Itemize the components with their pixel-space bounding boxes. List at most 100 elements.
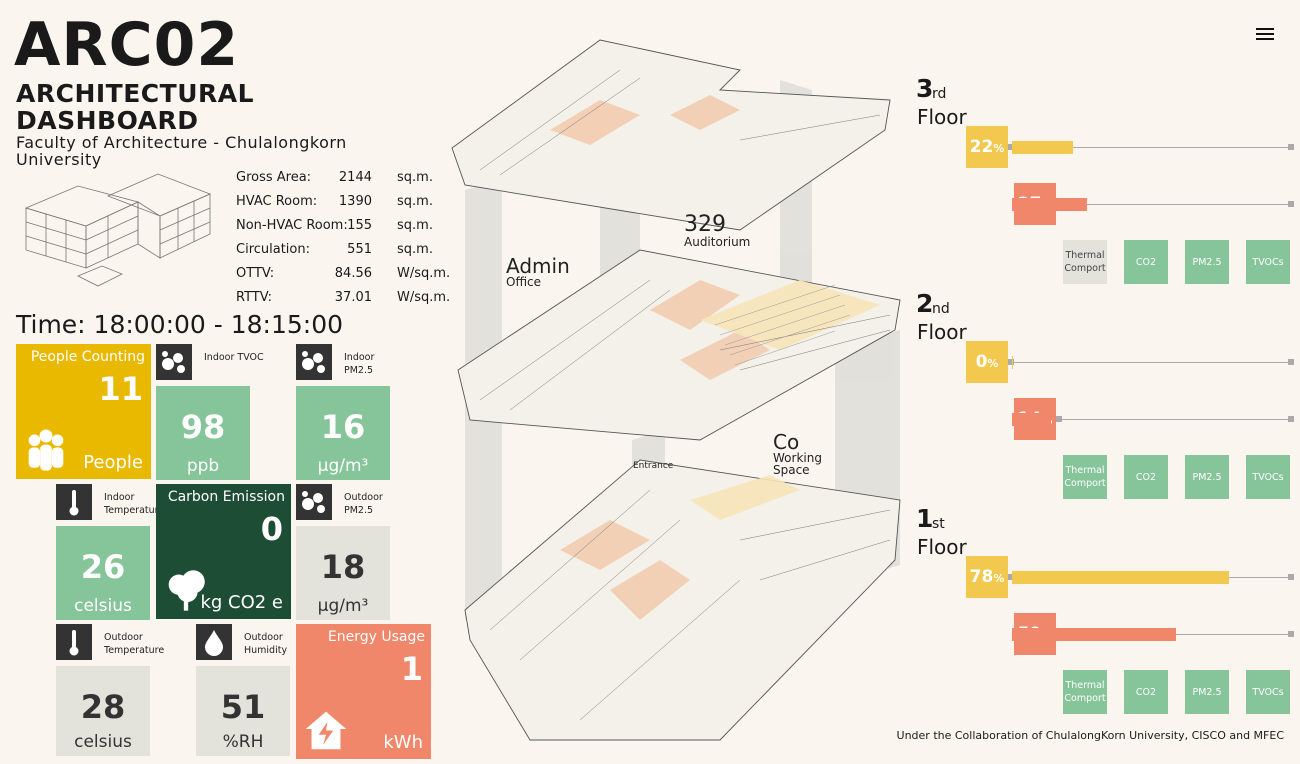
plan-label-sub: Working Space <box>773 451 822 477</box>
floor-word: Floor <box>917 105 967 129</box>
plan-label-sub: Auditorium <box>684 235 751 249</box>
metric-value: 22 <box>969 137 994 157</box>
metric-track <box>1056 204 1290 205</box>
plan-label-sub: Entrance <box>633 461 674 471</box>
track-start <box>1008 144 1014 150</box>
floor-word: Floor <box>917 320 967 344</box>
percent-sign: % <box>993 142 1005 155</box>
tile-label: Indoor PM2.5 <box>344 352 375 376</box>
footer: Under the Collaboration of ChulalongKorn… <box>896 729 1284 742</box>
metric-tile: Energy Usage 1 kWh <box>296 624 431 759</box>
floor-button[interactable]: PM2.5 <box>1185 670 1229 714</box>
stat-unit: sq.m. <box>397 170 433 185</box>
icon-box <box>56 484 92 520</box>
stat-unit: sq.m. <box>397 218 433 233</box>
metric-badge: 78% <box>966 556 1008 598</box>
icon-box <box>56 624 92 660</box>
percent-sign: % <box>987 357 999 370</box>
tile-icon-wrap <box>160 563 212 615</box>
plan-label-title: Admin <box>506 254 570 278</box>
stat-row: RTTV: 37.01 W/sq.m. <box>236 290 450 310</box>
tile-unit: celsius <box>74 596 132 616</box>
metric-tile: 26 celsius <box>56 526 150 620</box>
tile-unit: kg CO2 e <box>200 592 283 613</box>
tile-label: People Counting <box>30 349 145 365</box>
stat-label: OTTV: <box>236 266 275 281</box>
tile-unit: ppb <box>186 456 220 476</box>
title: ARC02 <box>14 10 240 80</box>
floor-button[interactable]: CO2 <box>1124 670 1168 714</box>
tile-label: Indoor Temperature <box>104 492 165 516</box>
tile-icon <box>162 351 185 373</box>
stat-label: HVAC Room: <box>236 194 318 209</box>
organization: Faculty of Architecture - Chulalongkorn … <box>16 133 347 169</box>
floor-suffix: rd <box>932 86 947 102</box>
tile-icon <box>69 630 79 656</box>
subtitle: ARCHITECTURAL DASHBOARD <box>16 79 255 135</box>
metric-value: 78 <box>969 567 994 587</box>
floor-button[interactable]: TVOCs <box>1246 455 1290 499</box>
tile-icon <box>69 490 79 516</box>
stat-value: 2144 <box>338 170 372 185</box>
tile-icon-wrap <box>300 703 352 755</box>
floor-number: 3 <box>916 74 934 103</box>
track-start <box>1056 416 1062 422</box>
floor-button[interactable]: PM2.5 <box>1185 240 1229 284</box>
stat-value: 155 <box>347 218 372 233</box>
metric-track <box>1008 147 1290 148</box>
stat-row: HVAC Room: 1390 sq.m. <box>236 194 446 214</box>
floor-button[interactable]: PM2.5 <box>1185 455 1229 499</box>
track-end <box>1288 416 1294 422</box>
metric-value: 0 <box>975 352 988 372</box>
tile-unit: kWh <box>383 732 423 753</box>
tile-label: Carbon Emission <box>167 489 285 505</box>
tile-value: 1 <box>400 650 423 688</box>
tile-value: 11 <box>98 370 143 408</box>
metric-tile: 28 celsius <box>56 666 150 756</box>
stat-row: Circulation: 551 sq.m. <box>236 242 446 262</box>
tile-value: 18 <box>320 548 366 586</box>
tile-unit: µg/m³ <box>317 456 369 476</box>
stat-unit: W/sq.m. <box>397 290 451 305</box>
tile-icon <box>168 570 205 611</box>
floor-button[interactable]: CO2 <box>1124 455 1168 499</box>
metric-track <box>1008 362 1290 363</box>
tile-unit: %RH <box>222 732 264 752</box>
track-start <box>1008 574 1014 580</box>
tile-icon <box>305 711 347 750</box>
floor-button[interactable]: TVOCs <box>1246 240 1290 284</box>
floor-button[interactable]: Thermal Comport <box>1063 240 1107 284</box>
stat-value: 37.01 <box>334 290 372 305</box>
tile-icon-wrap <box>20 423 72 475</box>
floor-button[interactable]: TVOCs <box>1246 670 1290 714</box>
metric-bar <box>1012 356 1013 369</box>
metric-bar <box>1012 141 1074 154</box>
stat-value: 1390 <box>338 194 372 209</box>
floor-button[interactable]: Thermal Comport <box>1063 455 1107 499</box>
track-end <box>1288 574 1294 580</box>
floor-button[interactable]: CO2 <box>1124 240 1168 284</box>
menu-button[interactable] <box>1254 26 1276 44</box>
tile-icon <box>302 351 325 373</box>
floor-button[interactable]: Thermal Comport <box>1063 670 1107 714</box>
floor-suffix: nd <box>932 301 950 317</box>
stat-unit: W/sq.m. <box>397 266 451 281</box>
tile-value: 28 <box>80 688 126 726</box>
stat-label: RTTV: <box>236 290 272 305</box>
track-end <box>1288 631 1294 637</box>
track-end <box>1288 201 1294 207</box>
metric-bar <box>1012 571 1229 584</box>
metric-tile: 18 µg/m³ <box>296 526 390 620</box>
floor-number: 1 <box>916 504 934 533</box>
metric-badge: 0% <box>966 341 1008 383</box>
icon-box <box>296 344 332 380</box>
tile-label: Outdoor PM2.5 <box>344 492 383 516</box>
stat-label: Gross Area: <box>236 170 312 185</box>
metric-badge: 22% <box>966 126 1008 168</box>
metric-tile: 98 ppb <box>156 386 250 480</box>
floor-number: 2 <box>916 289 934 318</box>
plan-label-sub: Office <box>506 275 542 289</box>
metric-track <box>1056 419 1290 420</box>
tile-value: 0 <box>260 510 283 548</box>
icon-box <box>196 624 232 660</box>
